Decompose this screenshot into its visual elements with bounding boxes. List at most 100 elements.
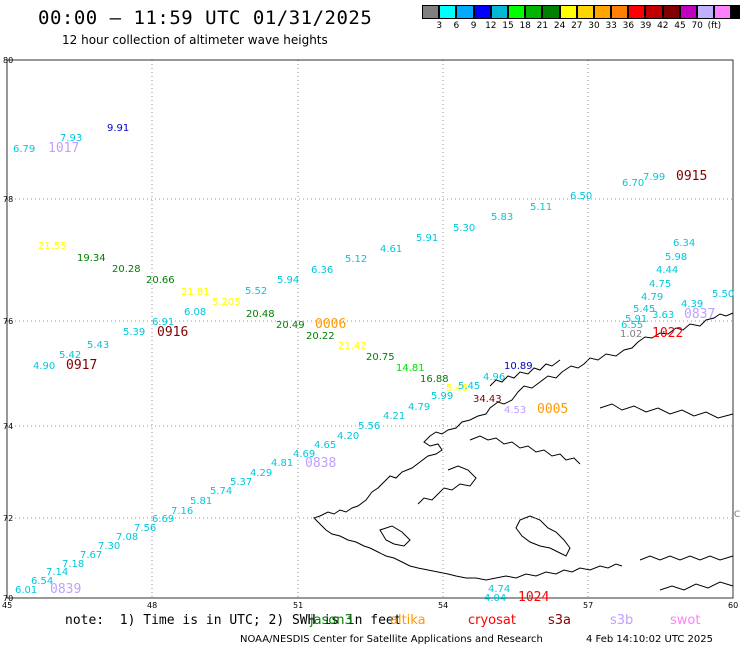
wave-height-value: 5.56 — [358, 421, 380, 432]
coastline-detail-8 — [379, 525, 411, 547]
pass-time-label: 0839 — [50, 582, 81, 597]
wave-height-value: 21.42 — [338, 341, 367, 352]
pass-time-label: 0837 — [684, 307, 715, 322]
wave-height-value: 5.42 — [59, 350, 81, 361]
colorbar-swatch — [525, 5, 543, 19]
colorbar-tick-label: 42 — [657, 21, 669, 31]
pass-time-label: 0916 — [157, 325, 188, 340]
wave-height-value: 21.55 — [38, 241, 67, 252]
wave-height-value: 6.08 — [184, 307, 206, 318]
footer-note: note: 1) Time is in UTC; 2) SWH is in fe… — [65, 613, 402, 628]
coastline-detail-1 — [489, 359, 561, 387]
wave-height-colorbar — [422, 5, 740, 19]
wave-height-value: 6.36 — [311, 265, 333, 276]
colorbar-tick-label: 12 — [485, 21, 497, 31]
wave-height-value: 5.91 — [625, 314, 647, 325]
edge-label: C — [734, 510, 740, 520]
colorbar-tick-label: (ft) — [707, 21, 722, 31]
colorbar-swatch — [473, 5, 491, 19]
wave-height-value: 5.98 — [665, 252, 687, 263]
wave-height-value: 6.79 — [13, 144, 35, 155]
wave-height-value: 4.44 — [656, 265, 678, 276]
colorbar-swatch — [645, 5, 663, 19]
wave-height-labels: 6.79 7.93 9.91 1017 21.55 19.34 20.28 20.66 21.8… — [13, 123, 734, 605]
pass-time-label: 0838 — [305, 456, 336, 471]
wave-height-value: 20.48 — [246, 309, 275, 320]
colorbar-tick-label: 24 — [553, 21, 566, 31]
wave-height-value: 20.66 — [146, 275, 175, 286]
colorbar-swatch — [628, 5, 646, 19]
map-frame — [6, 59, 734, 599]
wave-height-value: 7.30 — [98, 541, 120, 552]
wave-height-value: 4.69 — [293, 449, 315, 460]
wave-height-value: 5.74 — [210, 486, 232, 497]
colorbar-tick-label: 21 — [536, 21, 549, 31]
wave-height-value: 6.55 — [621, 320, 643, 331]
colorbar-swatch — [593, 5, 612, 19]
wave-height-value: 21.81 — [181, 287, 210, 298]
wave-height-value: 6.70 — [622, 178, 644, 189]
wave-height-value: 4.81 — [271, 458, 293, 469]
wave-height-value: 5.11 — [530, 202, 552, 213]
wave-height-value: 7.08 — [116, 532, 138, 543]
wave-height-value: 5.50 — [712, 289, 734, 300]
latitude-label: 70 — [3, 594, 13, 603]
wave-height-value: 6.54 — [31, 576, 53, 587]
wave-height-value: 7.56 — [134, 523, 156, 534]
wave-height-value: 5.83 — [491, 212, 513, 223]
colorbar-swatch — [559, 5, 577, 19]
wave-height-value: 5.45 — [458, 381, 480, 392]
pass-time-label: 0005 — [537, 402, 568, 417]
coastline-detail-6 — [599, 403, 734, 419]
wave-height-value: 5.99 — [431, 391, 453, 402]
wave-height-value: 5.30 — [453, 223, 475, 234]
coastline — [313, 312, 734, 581]
coastline-detail-2 — [469, 435, 581, 465]
wave-height-value: 6.69 — [152, 514, 174, 525]
wave-height-value: 4.21 — [383, 411, 405, 422]
wave-height-value: 7.16 — [171, 506, 193, 517]
wave-height-value: 6.91 — [152, 317, 174, 328]
colorbar-swatch — [731, 5, 740, 19]
pass-time-label: 1024 — [518, 590, 549, 605]
wave-height-value: 7.14 — [46, 567, 68, 578]
wave-height-value: 4.74 — [488, 584, 510, 595]
wave-height-value: 10.89 — [504, 361, 533, 372]
longitude-label: 51 — [293, 601, 303, 610]
wave-height-value: 7.93 — [60, 133, 82, 144]
colorbar-tick-label: 15 — [502, 21, 514, 31]
wave-height-value: 14.81 — [396, 363, 425, 374]
satellite-legend-cryosat: cryosat — [468, 613, 516, 628]
colorbar-swatch — [542, 5, 560, 19]
colorbar-tick-label: 39 — [639, 21, 652, 31]
latitude-label: 72 — [3, 514, 13, 523]
wave-height-value: 4.79 — [641, 292, 663, 303]
wave-height-value: 6.34 — [673, 238, 695, 249]
wave-height-value: 5.94 — [277, 275, 299, 286]
pass-time-label: 0917 — [66, 358, 97, 373]
colorbar-swatch — [439, 5, 457, 19]
wave-height-value: 3.63 — [652, 310, 674, 321]
wave-height-value: 5.39 — [123, 327, 145, 338]
colorbar-tick-labels: 3 6 9 12 15 18 21 24 27 30 33 36 39 42 45 70 (ft) — [422, 21, 732, 33]
colorbar-tick-label: 30 — [588, 21, 600, 31]
chart-title: 00:00 – 11:59 UTC 01/31/2025 — [38, 7, 373, 29]
wave-height-value: 34.43 — [473, 394, 502, 405]
wave-height-value: 20.49 — [276, 320, 305, 331]
wave-height-value: 4.75 — [649, 279, 671, 290]
satellite-legend-swot: swot — [670, 613, 701, 628]
wave-height-value: 16.88 — [420, 374, 449, 385]
colorbar-tick-label: 18 — [519, 21, 531, 31]
chart-subtitle: 12 hour collection of altimeter wave hei… — [62, 33, 328, 47]
colorbar-tick-label: 45 — [674, 21, 686, 31]
wave-height-value: 5.52 — [245, 286, 267, 297]
colorbar-swatch — [697, 5, 715, 19]
wave-height-value: 20.75 — [366, 352, 395, 363]
latitude-label: 78 — [3, 195, 13, 204]
colorbar-tick-label: 9 — [470, 21, 477, 31]
colorbar-swatch — [507, 5, 526, 19]
latitude-label: 80 — [3, 56, 13, 65]
colorbar-tick-label: 27 — [571, 21, 583, 31]
